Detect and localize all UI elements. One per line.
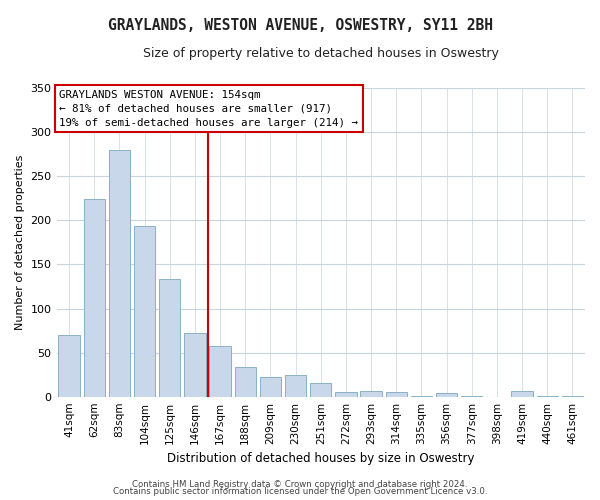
Bar [209,346,231,397]
Title: Size of property relative to detached houses in Oswestry: Size of property relative to detached ho… [143,48,499,60]
Bar [109,150,130,396]
Bar [184,333,206,396]
Bar [335,392,356,396]
Bar [159,278,181,396]
Bar [58,335,80,396]
Text: GRAYLANDS, WESTON AVENUE, OSWESTRY, SY11 2BH: GRAYLANDS, WESTON AVENUE, OSWESTRY, SY11… [107,18,493,32]
X-axis label: Distribution of detached houses by size in Oswestry: Distribution of detached houses by size … [167,452,475,465]
Bar [310,384,331,396]
Bar [285,374,307,396]
Bar [361,390,382,396]
Bar [235,366,256,396]
Text: Contains HM Land Registry data © Crown copyright and database right 2024.: Contains HM Land Registry data © Crown c… [132,480,468,489]
Bar [260,378,281,396]
Y-axis label: Number of detached properties: Number of detached properties [15,154,25,330]
Bar [83,199,105,396]
Bar [511,392,533,396]
Bar [436,393,457,396]
Text: GRAYLANDS WESTON AVENUE: 154sqm
← 81% of detached houses are smaller (917)
19% o: GRAYLANDS WESTON AVENUE: 154sqm ← 81% of… [59,90,358,128]
Text: Contains public sector information licensed under the Open Government Licence v3: Contains public sector information licen… [113,487,487,496]
Bar [134,226,155,396]
Bar [386,392,407,396]
